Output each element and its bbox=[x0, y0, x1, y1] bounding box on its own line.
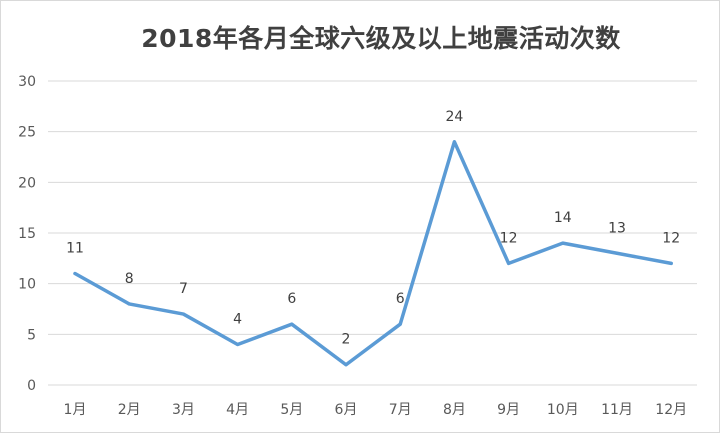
data-label: 12 bbox=[662, 230, 680, 246]
data-label: 4 bbox=[233, 311, 242, 327]
series-line bbox=[73, 140, 673, 367]
x-tick-label: 1月 bbox=[64, 402, 87, 418]
data-point bbox=[236, 342, 240, 346]
x-tick-label: 7月 bbox=[389, 402, 412, 418]
data-point bbox=[290, 322, 294, 326]
data-point bbox=[344, 363, 348, 367]
x-tick-label: 6月 bbox=[335, 402, 358, 418]
data-point bbox=[507, 261, 511, 265]
y-tick-label: 10 bbox=[18, 277, 36, 293]
data-point bbox=[452, 140, 456, 144]
data-point bbox=[73, 272, 77, 276]
chart-title: 2018年各月全球六级及以上地震活动次数 bbox=[141, 24, 621, 53]
data-point bbox=[181, 312, 185, 316]
x-tick-label: 3月 bbox=[172, 402, 195, 418]
x-tick-label: 10月 bbox=[547, 402, 579, 418]
x-tick-label: 5月 bbox=[280, 402, 303, 418]
y-tick-label: 0 bbox=[27, 378, 36, 394]
data-point bbox=[669, 261, 673, 265]
data-label: 6 bbox=[287, 291, 296, 307]
data-point bbox=[127, 302, 131, 306]
data-label: 2 bbox=[342, 332, 351, 348]
x-tick-label: 11月 bbox=[601, 402, 633, 418]
y-tick-label: 30 bbox=[18, 74, 36, 90]
x-tick-label: 12月 bbox=[655, 402, 687, 418]
data-point bbox=[615, 251, 619, 255]
x-tick-label: 9月 bbox=[497, 402, 520, 418]
data-label: 12 bbox=[500, 230, 518, 246]
y-tick-label: 5 bbox=[27, 327, 36, 343]
y-tick-label: 25 bbox=[18, 125, 36, 141]
y-tick-label: 15 bbox=[18, 226, 36, 242]
x-tick-label: 4月 bbox=[226, 402, 249, 418]
y-tick-label: 20 bbox=[18, 175, 36, 191]
data-label: 11 bbox=[66, 241, 84, 257]
data-label: 13 bbox=[608, 220, 626, 236]
data-label: 8 bbox=[125, 271, 134, 287]
data-label: 14 bbox=[554, 210, 572, 226]
data-point bbox=[561, 241, 565, 245]
data-label: 6 bbox=[396, 291, 405, 307]
x-tick-label: 8月 bbox=[443, 402, 466, 418]
data-label: 7 bbox=[179, 281, 188, 297]
data-label: 24 bbox=[445, 109, 463, 125]
data-point bbox=[398, 322, 402, 326]
x-tick-label: 2月 bbox=[118, 402, 141, 418]
